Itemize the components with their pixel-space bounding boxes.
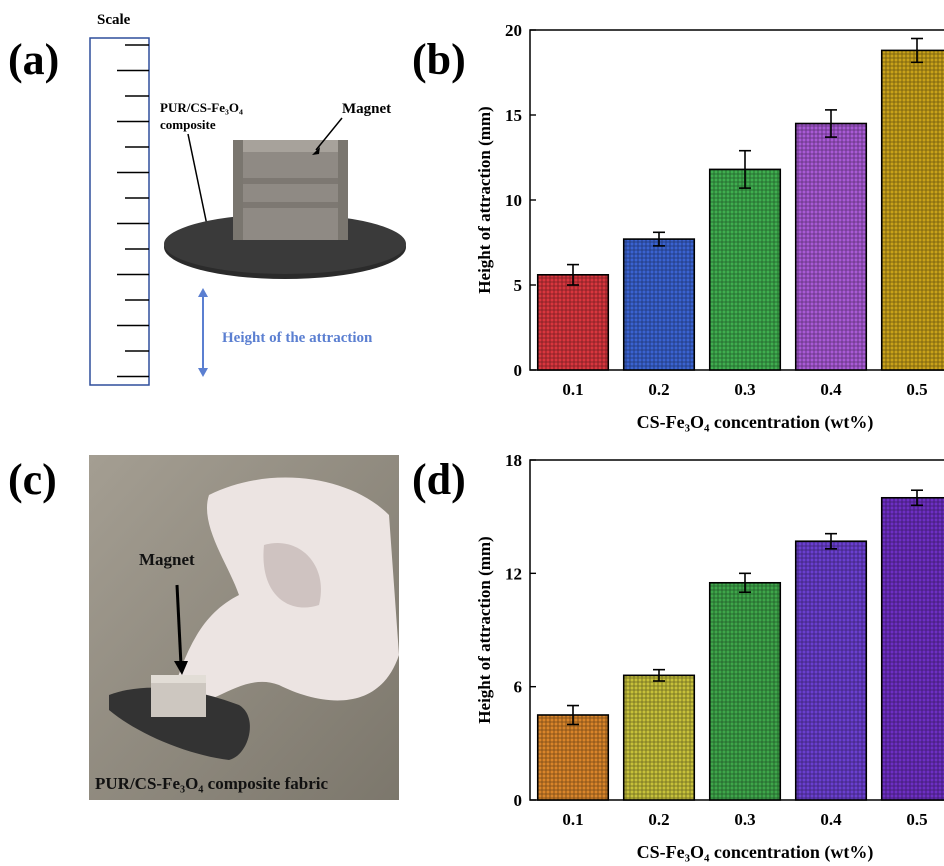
bar bbox=[708, 581, 782, 801]
x-tick-label: 0.2 bbox=[648, 810, 669, 829]
magnet-pointer-head bbox=[312, 147, 320, 155]
x-tick-label: 0.5 bbox=[906, 380, 927, 399]
y-tick-label: 15 bbox=[505, 106, 522, 125]
y-tick-label: 6 bbox=[514, 678, 523, 697]
magnet-block bbox=[233, 140, 348, 240]
composite-pointer-line bbox=[187, 133, 209, 231]
composite-label-line2: composite bbox=[160, 117, 216, 132]
x-axis-label: CS-Fe₃O₄ concentration (wt%) bbox=[637, 412, 874, 433]
photo-magnet-label: Magnet bbox=[139, 550, 195, 569]
y-tick-label: 10 bbox=[505, 191, 522, 210]
height-arrow-bottom bbox=[198, 368, 208, 377]
x-tick-label: 0.3 bbox=[734, 380, 755, 399]
height-label: Height of the attraction bbox=[222, 330, 373, 346]
composite-label-line1: PUR/CS-Fe₃O₄ bbox=[160, 100, 243, 115]
bar bbox=[708, 168, 782, 371]
y-tick-label: 12 bbox=[505, 564, 522, 583]
y-axis-label: Height of attraction (mm) bbox=[475, 536, 494, 723]
bar bbox=[622, 674, 696, 801]
panel-label-b: (b) bbox=[412, 35, 466, 84]
x-tick-label: 0.2 bbox=[648, 380, 669, 399]
bar bbox=[880, 49, 944, 371]
photo-panel-c: Magnet PUR/CS-Fe₃O₄ composite fabric bbox=[89, 455, 399, 800]
magnet-pointer-line bbox=[315, 117, 343, 151]
bar-chart-b: 0 5 10 15 20 0.1 0.2 0.3 0.4 0.5 CS-Fe₃O₄ concentr… bbox=[475, 21, 944, 433]
scale-ticks bbox=[117, 44, 149, 378]
y-tick-label: 5 bbox=[514, 276, 523, 295]
bar bbox=[794, 122, 868, 371]
glove-fold bbox=[263, 543, 321, 608]
x-tick-label: 0.4 bbox=[820, 380, 842, 399]
bar bbox=[536, 714, 610, 801]
x-axis-label: CS-Fe₃O₄ concentration (wt%) bbox=[637, 842, 874, 863]
schematic-panel-a: Scale PUR/CS-Fe₃O₄ composite Magnet Heig… bbox=[89, 12, 406, 386]
y-tick-label: 20 bbox=[505, 21, 522, 40]
scale-label: Scale bbox=[97, 12, 131, 28]
photo-illustration bbox=[89, 455, 399, 800]
bar bbox=[536, 273, 610, 371]
x-tick-label: 0.1 bbox=[562, 380, 583, 399]
height-arrow-top bbox=[198, 288, 208, 297]
scale-ruler bbox=[89, 37, 150, 386]
panel-label-c: (c) bbox=[8, 455, 57, 504]
fabric-disc bbox=[109, 687, 250, 760]
x-tick-label: 0.5 bbox=[906, 810, 927, 829]
panel-label-d: (d) bbox=[412, 455, 466, 504]
panel-label-a: (a) bbox=[8, 35, 60, 84]
y-tick-label: 0 bbox=[514, 361, 523, 380]
bar-chart-d: 0 6 12 18 0.1 0.2 0.3 0.4 0.5 CS-Fe₃O₄ concentrat… bbox=[475, 451, 944, 863]
bar bbox=[622, 238, 696, 371]
photo-caption: PUR/CS-Fe₃O₄ composite fabric bbox=[95, 774, 329, 793]
y-tick-label: 18 bbox=[505, 451, 522, 470]
bar bbox=[880, 496, 944, 801]
x-tick-label: 0.1 bbox=[562, 810, 583, 829]
magnet-label-a: Magnet bbox=[342, 101, 391, 117]
photo-magnet-pointer bbox=[175, 584, 183, 666]
y-axis-label: Height of attraction (mm) bbox=[475, 106, 494, 293]
y-tick-label: 0 bbox=[514, 791, 523, 810]
bar bbox=[794, 540, 868, 801]
x-tick-label: 0.4 bbox=[820, 810, 842, 829]
x-tick-label: 0.3 bbox=[734, 810, 755, 829]
